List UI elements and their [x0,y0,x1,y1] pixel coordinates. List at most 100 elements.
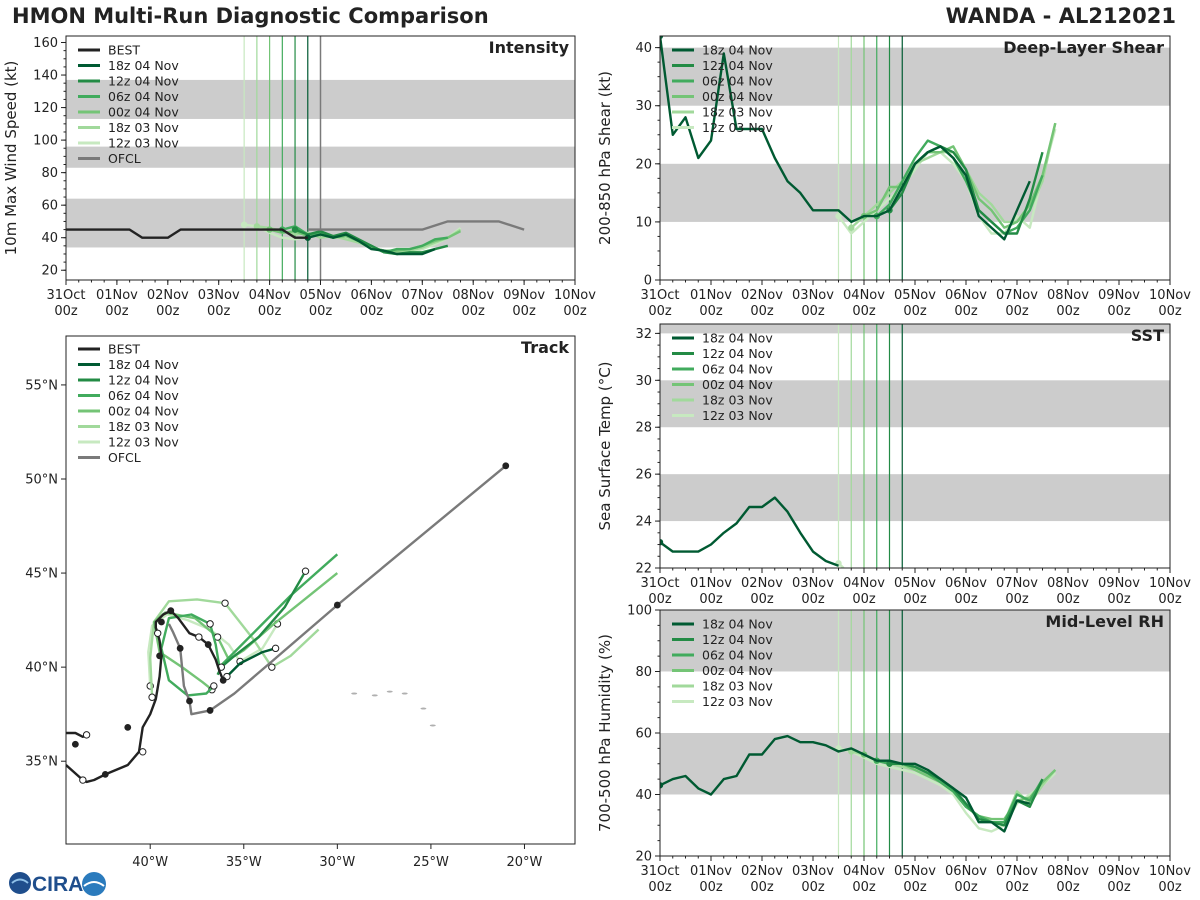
legend-label-06z-04-nov: 06z 04 Nov [108,89,179,104]
x-tick-label-date: 03Nov [792,864,834,879]
x-tick-label-date: 05Nov [894,864,936,879]
x-tick-label-hour: 00z [903,304,927,319]
x-tick-label-date: 06Nov [945,288,987,303]
series-line-18z-04-nov [660,496,839,567]
best-filled-marker [156,652,163,660]
ofcl-marker [176,644,184,652]
legend-label-00z-04-nov: 00z 04 Nov [702,377,773,392]
y-tick-label: 160 [33,36,58,51]
y-tick-label: 24 [635,515,652,530]
x-tick-label-hour: 00z [207,304,231,319]
x-tick-label-hour: 00z [1107,304,1131,319]
panel-title-rh: Mid-Level RH [1045,612,1164,631]
best-open-marker [195,633,203,641]
panel-shear: 01020304031Oct00z01Nov00z02Nov00z03Nov00… [596,35,1191,319]
x-tick-label-date: 02Nov [741,288,783,303]
best-filled-marker [71,740,79,748]
x-tick-label-date: 05Nov [300,288,342,303]
ofcl-marker [206,707,214,714]
x-tick-label-hour: 00z [258,304,282,319]
x-tick-label-date: 08Nov [1047,288,1089,303]
panel-sst: 22242628303231Oct00z01Nov00z02Nov00z03No… [596,323,1191,607]
x-tick-label-hour: 00z [750,880,774,895]
x-tick-label-hour: 00z [1005,592,1029,607]
series-line-06z-04-nov [875,139,1044,235]
track-line-18z-03-nov [148,598,320,698]
x-tick-label-hour: 00z [156,304,180,319]
plot-area-sst [660,324,1170,568]
legend-label-12z-04-nov: 12z 04 Nov [108,74,179,89]
legend-label-best: BEST [108,43,140,58]
y-tick-label: 60 [635,727,652,742]
x-tick-label-date: 09Nov [1098,576,1140,591]
x-tick-label-date: 07Nov [996,288,1038,303]
x-tick-label-hour: 00z [801,880,825,895]
x-tick-label-date: 09Nov [1098,864,1140,879]
x-tick-label-date: 04Nov [843,288,885,303]
track-marker-06z-04-nov [206,620,214,628]
y-tick-label: 80 [41,166,58,181]
legend-label-18z-04-nov: 18z 04 Nov [702,43,773,58]
series-start-marker-12z-04-nov [291,226,299,233]
series-start-marker-18z-04-nov [660,782,664,789]
y-axis-label-intensity: 10m Max Wind Speed (kt) [2,61,20,256]
shade-band-1 [660,610,1170,672]
x-tick-label-hour: 00z [1005,304,1029,319]
x-tick-label-hour: 00z [1158,592,1182,607]
panel-title-intensity: Intensity [489,38,570,57]
series-line-18z-04-nov [660,36,1031,241]
series-start-marker-18z-03-nov [848,224,855,231]
panel-rh: 2040608010031Oct00z01Nov00z02Nov00z03Nov… [596,604,1191,896]
legend-label-18z-03-nov: 18z 03 Nov [702,679,773,694]
x-tick-label-hour: 00z [360,304,384,319]
x-tick-label-hour: 00z [1107,880,1131,895]
x-tick-label-date: 08Nov [1047,864,1089,879]
x-tick-label-hour: 00z [750,304,774,319]
x-tick-label-hour: 00z [1005,880,1029,895]
x-tick-label-date: 09Nov [503,288,545,303]
x-tick-label-hour: 00z [699,592,723,607]
y-tick-label: 40°N [25,661,58,676]
x-tick-label-date: 02Nov [741,576,783,591]
island-speck [401,692,408,695]
legend-label-06z-04-nov: 06z 04 Nov [702,648,773,663]
legend-label-18z-04-nov: 18z 04 Nov [108,357,179,372]
series-start-marker-18z-03-nov [253,223,261,230]
logo-text: CIRA [32,873,83,896]
y-axis-label-sst: Sea Surface Temp (°C) [596,361,614,530]
y-tick-label: 100 [627,604,652,619]
x-tick-label-date: 05Nov [894,576,936,591]
x-tick-label-date: 01Nov [690,288,732,303]
x-tick-label: 35°W [226,855,262,870]
x-tick-label-hour: 00z [801,304,825,319]
legend-label-12z-04-nov: 12z 04 Nov [108,373,179,388]
x-tick-label-date: 01Nov [690,864,732,879]
x-tick-label-hour: 00z [1158,304,1182,319]
y-tick-label: 120 [33,101,58,116]
legend-label-00z-04-nov: 00z 04 Nov [108,105,179,120]
x-tick-label-hour: 00z [54,304,78,319]
y-tick-label: 45°N [25,567,58,582]
legend-label-06z-04-nov: 06z 04 Nov [702,362,773,377]
y-tick-label: 26 [635,468,652,483]
track-marker-06z-04-nov [210,682,218,690]
x-tick-label-hour: 00z [699,304,723,319]
track-marker-12z-04-nov [301,567,310,575]
panel-intensity: 2040608010012014016031Oct00z01Nov00z02No… [2,35,596,319]
x-tick-label-date: 07Nov [996,576,1038,591]
legend-label-12z-03-nov: 12z 03 Nov [702,120,773,135]
x-tick-label-date: 03Nov [792,288,834,303]
x-tick-label-hour: 00z [1056,592,1080,607]
y-tick-label: 22 [635,562,652,577]
plot-area-rh [660,610,1170,856]
series-start-marker-12z-03-nov [835,212,842,220]
plot-area-track [66,462,510,784]
x-tick-label-hour: 00z [903,592,927,607]
y-tick-label: 80 [635,665,652,680]
ofcl-marker [502,462,510,470]
x-tick-label-date: 31Oct [640,288,679,303]
